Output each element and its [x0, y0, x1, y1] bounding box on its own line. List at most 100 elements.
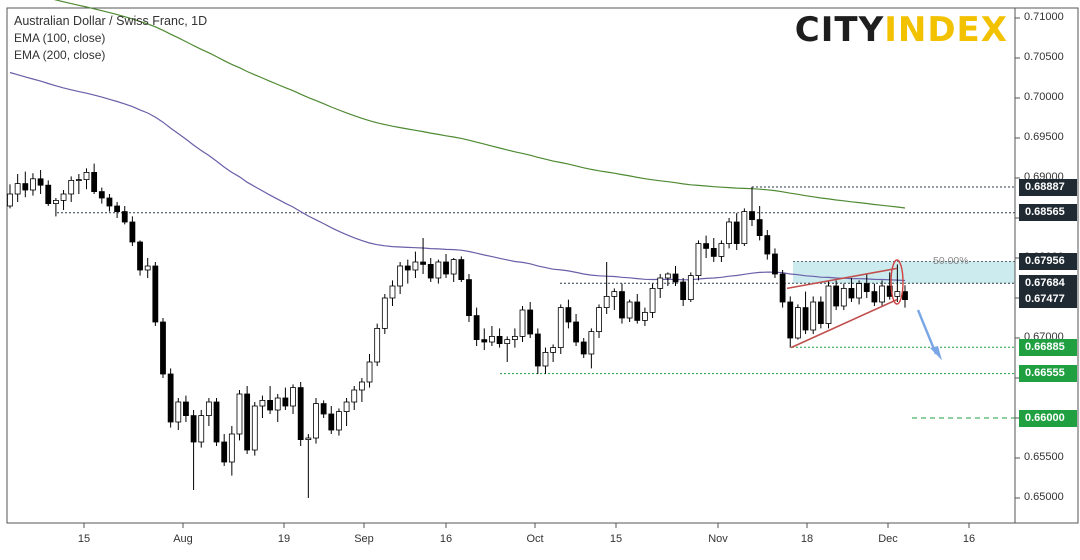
candle-body [22, 183, 29, 191]
candle-body [381, 297, 388, 329]
x-tick-label: Dec [878, 533, 898, 545]
x-tick-label: 16 [962, 533, 976, 545]
candle-body [198, 415, 205, 443]
ema-200-label: EMA (200, close) [14, 48, 106, 62]
candle-body [795, 307, 801, 339]
ema-100-label: EMA (100, close) [14, 31, 106, 45]
ema-100-line [9, 71, 906, 282]
candle-body [213, 401, 220, 443]
candle-body [404, 265, 411, 271]
x-tick-label: 19 [277, 533, 291, 545]
candle-body [427, 263, 434, 279]
candle-body [458, 259, 465, 281]
candle-body [580, 341, 587, 355]
candle-body [710, 247, 717, 257]
candle-body [894, 291, 901, 297]
price-label: 0.67477 [1019, 291, 1077, 309]
price-label: 0.67684 [1019, 274, 1077, 292]
candle-body [267, 399, 273, 411]
x-tick-label: Oct [526, 533, 544, 545]
candle-body [343, 401, 350, 412]
candle-body [902, 291, 908, 301]
breakout-ellipse [890, 259, 904, 305]
candle-body [137, 241, 143, 271]
arrow-head [930, 346, 942, 361]
candle-body [358, 381, 365, 391]
candle-body [741, 211, 748, 245]
candle-body [389, 285, 396, 299]
candle-body [542, 351, 549, 367]
candle-body [879, 285, 885, 303]
candle-body [45, 184, 52, 204]
candle-body [205, 401, 212, 417]
candle-body [152, 265, 159, 323]
candle-body [779, 273, 786, 303]
candle-body [856, 283, 863, 299]
annotations [786, 259, 942, 361]
candle-body [328, 413, 335, 431]
candle-body [519, 309, 526, 337]
candle-body [83, 171, 90, 180]
price-label: 0.68887 [1019, 178, 1077, 196]
x-tick-label: 15 [77, 533, 91, 545]
x-tick-label: 18 [800, 533, 814, 545]
candle-body [802, 307, 809, 331]
candle-body [848, 287, 855, 299]
candle-body [733, 221, 740, 245]
candle-body [167, 373, 174, 423]
y-tick-label: 0.71000 [1024, 11, 1064, 23]
candle-body [259, 399, 266, 407]
candle-body [787, 301, 794, 339]
candle-body [336, 411, 342, 431]
candle-body [833, 285, 840, 307]
candle-body [657, 277, 664, 289]
candle-body [642, 311, 648, 321]
candle-body [374, 327, 381, 363]
candle-body [817, 301, 824, 325]
wedge-lower-line [790, 298, 898, 349]
candle-body [664, 273, 671, 279]
candle-body [14, 183, 21, 195]
candle-body [596, 307, 602, 333]
candle-body [144, 265, 151, 271]
candle-body [634, 301, 641, 321]
candle-body [557, 307, 564, 349]
candle-body [52, 199, 59, 204]
candle-body [489, 335, 495, 343]
candle-body [756, 219, 763, 237]
candle-body [160, 321, 166, 375]
candle-body [114, 205, 120, 212]
candle-body [764, 235, 771, 255]
candle-body [863, 283, 870, 293]
candle-body [190, 415, 197, 443]
candle-body [282, 397, 289, 407]
candle-body [619, 291, 625, 319]
candle-body [749, 211, 755, 221]
candle-body [435, 261, 442, 279]
candle-body [565, 307, 572, 323]
candle-body [511, 335, 518, 340]
candle-body [313, 403, 319, 439]
price-label: 0.67956 [1019, 253, 1077, 271]
candlesticks [7, 163, 908, 498]
candle-body [473, 315, 480, 341]
candle-body [687, 275, 694, 301]
candle-body [603, 295, 610, 308]
x-tick-label: 15 [609, 533, 623, 545]
candle-body [37, 178, 44, 186]
candle-body [106, 197, 113, 207]
candle-body [680, 281, 687, 301]
candle-body [297, 387, 304, 441]
candle-body [550, 347, 557, 353]
candle-body [481, 339, 488, 343]
candle-body [810, 301, 817, 331]
candle-body [397, 265, 404, 287]
candle-body [98, 191, 105, 199]
candle-body [772, 253, 778, 275]
wedge-upper-line [786, 267, 898, 290]
candle-body [244, 393, 251, 451]
candle-body [466, 279, 472, 317]
chart-title: Australian Dollar / Swiss Franc, 1D [14, 14, 208, 28]
candle-body [7, 193, 13, 207]
ema-lines [9, 0, 906, 282]
